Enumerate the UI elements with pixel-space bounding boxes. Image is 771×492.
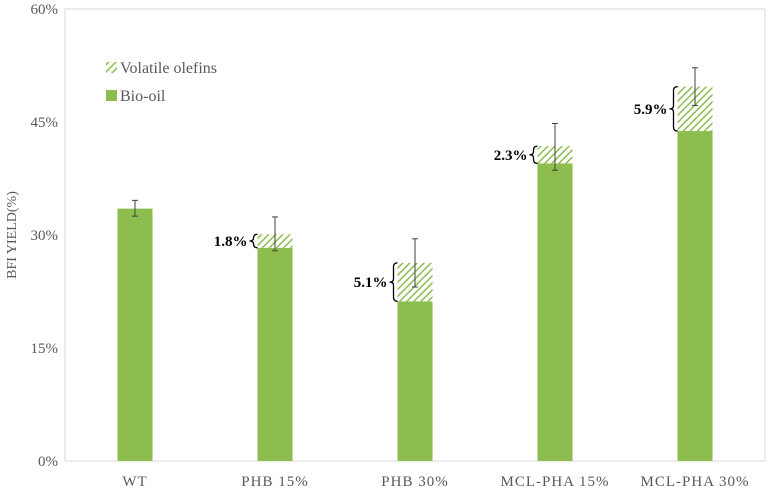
brace xyxy=(669,85,678,132)
y-tick-label: 0% xyxy=(38,454,58,470)
error-bars xyxy=(132,67,698,288)
legend-entry: Bio-oil xyxy=(106,88,166,105)
y-tick-label: 30% xyxy=(31,228,59,244)
y-tick-label: 60% xyxy=(31,2,59,18)
legend-swatch xyxy=(106,62,117,73)
legend: Volatile olefins Bio-oil xyxy=(106,60,217,105)
y-tick-label: 15% xyxy=(31,341,59,357)
brace xyxy=(529,145,538,165)
x-tick-label: MCL-PHA 15% xyxy=(501,474,610,490)
x-tick-label: WT xyxy=(122,474,147,490)
legend-label: Volatile olefins xyxy=(120,60,217,77)
annotation-label: 5.9% xyxy=(634,102,668,118)
error-bar xyxy=(552,123,558,171)
annotation-label: 2.3% xyxy=(494,148,528,164)
x-axis-labels: WT PHB 15% PHB 30% MCL-PHA 15% MCL-PHA 30% xyxy=(122,474,750,490)
annotations: 1.8% 5.1% 2.3% 5.9% xyxy=(214,85,678,302)
bars xyxy=(117,86,713,462)
error-bar xyxy=(412,238,418,288)
y-axis-ticks: 0% 15% 30% 45% 60% xyxy=(31,2,59,470)
legend-entry: Volatile olefins xyxy=(106,60,217,77)
bar-bio-oil xyxy=(257,247,293,461)
bar-bio-oil xyxy=(117,208,153,461)
brace xyxy=(389,262,398,302)
olefin-annotation: 2.3% xyxy=(494,145,538,165)
x-tick-label: PHB 15% xyxy=(241,474,308,490)
olefin-annotation: 5.1% xyxy=(354,262,398,302)
annotation-label: 5.1% xyxy=(354,275,388,291)
error-bar xyxy=(692,67,698,106)
error-bar xyxy=(132,199,138,217)
legend-label: Bio-oil xyxy=(120,88,166,105)
x-tick-label: PHB 30% xyxy=(381,474,448,490)
x-tick-label: MCL-PHA 30% xyxy=(641,474,750,490)
olefin-annotation: 5.9% xyxy=(634,85,678,132)
legend-swatch xyxy=(106,90,117,101)
y-axis-title: BFI YIELD(%) xyxy=(5,191,20,279)
olefin-annotation: 1.8% xyxy=(214,233,258,250)
bar-bio-oil xyxy=(397,301,433,461)
error-bar xyxy=(272,216,278,252)
bar-bio-oil xyxy=(537,163,573,461)
bar-bio-oil xyxy=(677,131,713,462)
y-tick-label: 45% xyxy=(31,115,59,131)
annotation-label: 1.8% xyxy=(214,234,248,250)
brace xyxy=(249,233,258,249)
